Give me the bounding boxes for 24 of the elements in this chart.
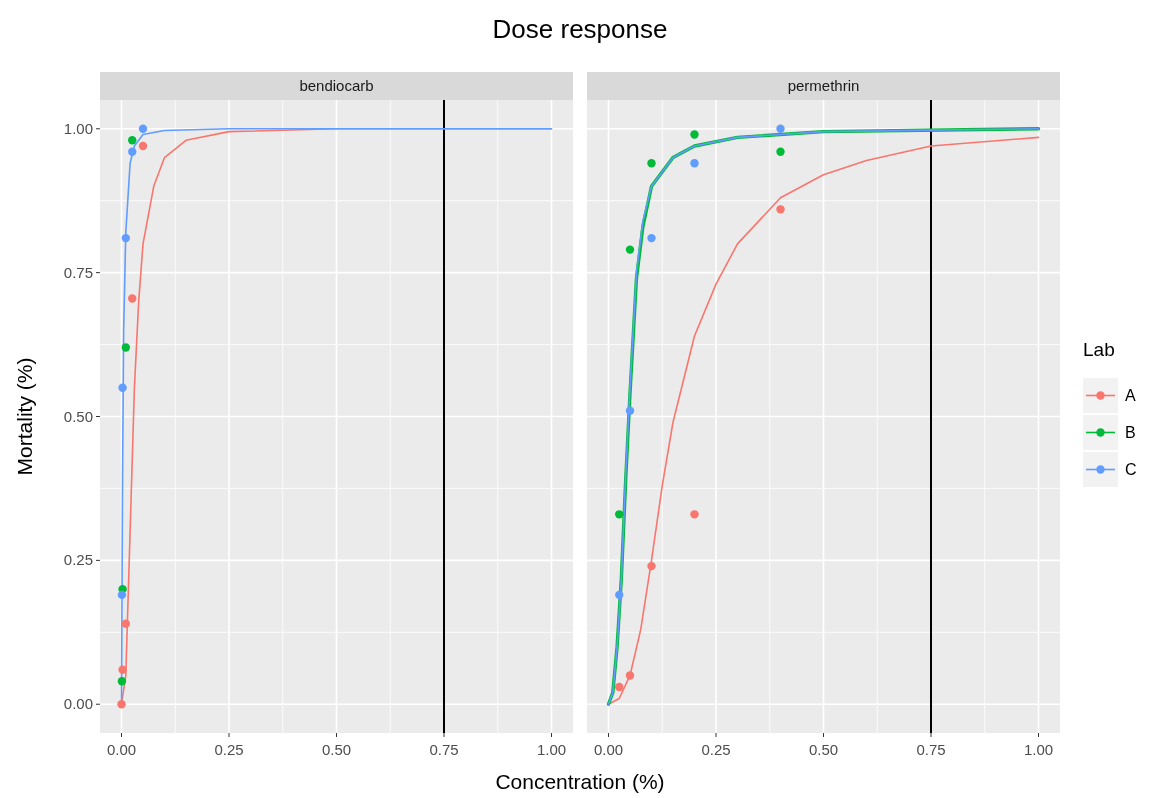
legend-title: Lab <box>1083 339 1115 360</box>
chart-subtitle: permethrin <box>787 77 860 94</box>
y-tick-label: 1.00 <box>63 119 93 137</box>
y-tick-label: 0.00 <box>63 695 93 713</box>
legend-label: B <box>1125 424 1136 441</box>
legend-label: C <box>1125 461 1137 478</box>
x-tick-label: 0.25 <box>701 741 731 758</box>
x-tick-label: 0.75 <box>429 741 459 758</box>
x-tick-label: 0.50 <box>808 741 839 758</box>
y-tick-label: 0.75 <box>63 263 93 281</box>
x-tick-label: 0.00 <box>106 741 137 758</box>
legend-label: A <box>1125 387 1136 404</box>
y-tick-label: 0.50 <box>63 407 93 425</box>
x-tick-label: 1.00 <box>1023 741 1054 758</box>
y-tick-label: 0.25 <box>63 551 93 569</box>
x-tick-label: 0.25 <box>214 741 244 758</box>
x-tick-label: 0.50 <box>321 741 352 758</box>
x-tick-label: 0.75 <box>916 741 946 758</box>
chart-subtitle: bendiocarb <box>299 77 374 94</box>
x-axis-title: Concentration (%) <box>495 770 665 793</box>
y-axis-title: Mortality (%) <box>13 357 36 476</box>
x-tick-label: 1.00 <box>536 741 567 758</box>
x-tick-label: 0.00 <box>593 741 624 758</box>
chart-title: Dose response <box>492 14 668 44</box>
